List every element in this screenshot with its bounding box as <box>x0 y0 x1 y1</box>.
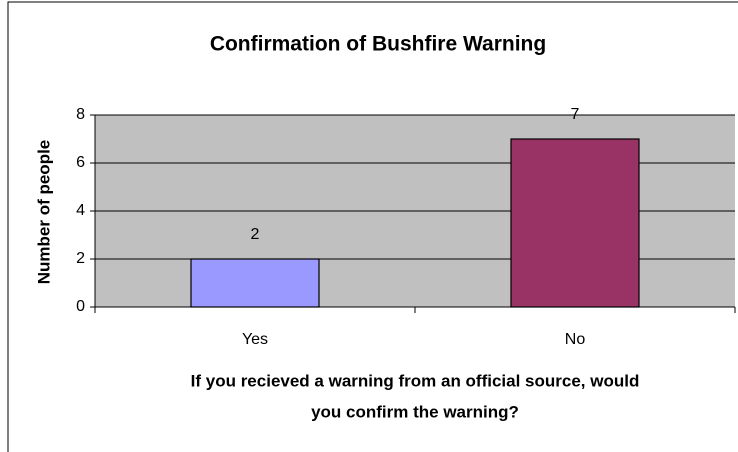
bar <box>510 138 640 308</box>
y-tick-label: 4 <box>76 202 85 219</box>
y-tick-label: 8 <box>76 106 85 123</box>
bar <box>190 258 320 308</box>
y-tick-label: 0 <box>76 298 85 315</box>
chart-title: Confirmation of Bushfire Warning <box>210 33 546 56</box>
y-axis-title: Number of people <box>34 140 53 285</box>
data-label: 2 <box>251 226 260 243</box>
x-axis-title: If you recieved a warning from an offici… <box>191 371 640 390</box>
x-axis-title: you confirm the warning? <box>311 402 519 421</box>
data-label: 7 <box>571 106 580 123</box>
chart-border <box>7 1 738 452</box>
y-tick-label: 2 <box>76 250 85 267</box>
x-tick-label: No <box>565 331 586 348</box>
x-tick-label: Yes <box>242 331 268 348</box>
y-tick-label: 6 <box>76 154 85 171</box>
